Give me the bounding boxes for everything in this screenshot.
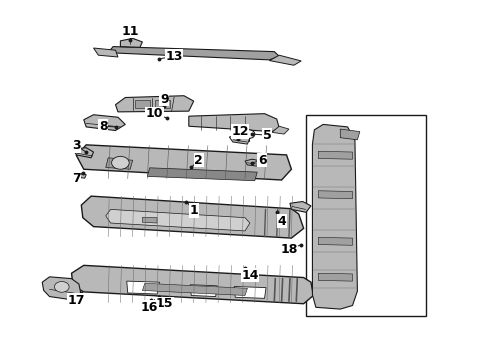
Polygon shape bbox=[94, 48, 118, 57]
Polygon shape bbox=[135, 100, 150, 108]
Text: 2: 2 bbox=[194, 154, 203, 167]
Polygon shape bbox=[108, 46, 279, 60]
Polygon shape bbox=[318, 273, 352, 281]
Polygon shape bbox=[290, 202, 311, 212]
Text: 4: 4 bbox=[277, 215, 286, 228]
Polygon shape bbox=[318, 191, 352, 199]
Polygon shape bbox=[72, 265, 314, 304]
Circle shape bbox=[148, 301, 154, 305]
Polygon shape bbox=[76, 145, 292, 180]
Circle shape bbox=[243, 130, 255, 138]
Text: 9: 9 bbox=[160, 93, 169, 106]
Polygon shape bbox=[318, 151, 352, 159]
Text: 5: 5 bbox=[263, 129, 271, 142]
Circle shape bbox=[154, 299, 160, 304]
Text: 6: 6 bbox=[258, 154, 267, 167]
Polygon shape bbox=[270, 55, 301, 65]
Polygon shape bbox=[229, 135, 250, 144]
Text: 1: 1 bbox=[189, 204, 198, 217]
Polygon shape bbox=[106, 158, 133, 169]
Text: 18: 18 bbox=[280, 243, 297, 256]
Text: 16: 16 bbox=[141, 301, 158, 314]
Polygon shape bbox=[318, 237, 352, 245]
Text: 12: 12 bbox=[231, 125, 249, 138]
Polygon shape bbox=[234, 287, 266, 298]
Polygon shape bbox=[121, 39, 143, 47]
Polygon shape bbox=[78, 173, 86, 178]
Circle shape bbox=[54, 282, 69, 292]
Text: 7: 7 bbox=[72, 172, 81, 185]
Polygon shape bbox=[127, 281, 159, 294]
Polygon shape bbox=[143, 283, 247, 296]
Text: 3: 3 bbox=[72, 139, 81, 152]
Polygon shape bbox=[42, 277, 81, 300]
Polygon shape bbox=[272, 126, 289, 134]
Polygon shape bbox=[155, 100, 170, 108]
Polygon shape bbox=[147, 168, 257, 181]
Polygon shape bbox=[313, 125, 357, 309]
Polygon shape bbox=[73, 148, 94, 158]
Text: 10: 10 bbox=[146, 107, 163, 120]
Polygon shape bbox=[190, 285, 217, 297]
Circle shape bbox=[112, 156, 129, 169]
Polygon shape bbox=[245, 159, 262, 166]
Polygon shape bbox=[143, 217, 157, 223]
Polygon shape bbox=[106, 210, 250, 231]
Text: 17: 17 bbox=[68, 294, 85, 307]
Polygon shape bbox=[340, 129, 360, 140]
Text: 8: 8 bbox=[99, 120, 108, 133]
Polygon shape bbox=[189, 114, 279, 132]
Polygon shape bbox=[116, 96, 194, 112]
Bar bbox=[306, 116, 426, 316]
Polygon shape bbox=[84, 115, 125, 131]
Text: 15: 15 bbox=[156, 297, 173, 310]
Polygon shape bbox=[81, 196, 304, 238]
Text: 14: 14 bbox=[241, 269, 259, 282]
Text: 13: 13 bbox=[166, 50, 183, 63]
Text: 11: 11 bbox=[122, 25, 139, 38]
